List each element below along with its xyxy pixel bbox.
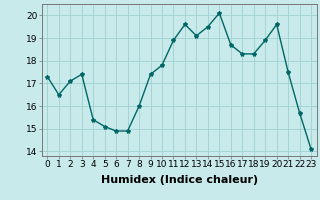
X-axis label: Humidex (Indice chaleur): Humidex (Indice chaleur) (100, 175, 258, 185)
